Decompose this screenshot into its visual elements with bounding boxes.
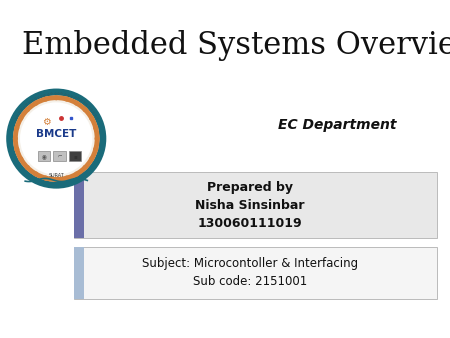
Circle shape — [14, 125, 19, 130]
Circle shape — [74, 101, 79, 106]
Circle shape — [43, 97, 48, 102]
Circle shape — [15, 98, 97, 179]
Text: SURAT: SURAT — [49, 173, 64, 178]
Circle shape — [13, 136, 18, 141]
Text: EC Department: EC Department — [278, 118, 397, 132]
Circle shape — [64, 175, 69, 180]
Text: ⚙: ⚙ — [43, 117, 51, 127]
Text: ▪: ▪ — [73, 154, 77, 159]
Text: ◉: ◉ — [41, 154, 46, 159]
Text: Embedded Systems Overview: Embedded Systems Overview — [22, 30, 450, 62]
Circle shape — [33, 171, 38, 176]
Bar — [74, 172, 436, 238]
Circle shape — [64, 97, 69, 102]
Circle shape — [89, 156, 94, 162]
Circle shape — [89, 116, 94, 121]
Circle shape — [82, 165, 88, 170]
Text: Prepared by
Nisha Sinsinbar
130060111019: Prepared by Nisha Sinsinbar 130060111019 — [195, 181, 305, 230]
Text: BMCET: BMCET — [36, 129, 76, 140]
Circle shape — [94, 136, 100, 141]
Text: ⌐: ⌐ — [57, 154, 62, 159]
Circle shape — [33, 101, 38, 106]
Bar — [74, 247, 436, 299]
Bar — [74, 247, 84, 299]
Circle shape — [20, 102, 93, 175]
Circle shape — [82, 107, 88, 112]
Circle shape — [54, 95, 59, 100]
Text: Subject: Microcontoller & Interfacing
Sub code: 2151001: Subject: Microcontoller & Interfacing Su… — [142, 258, 358, 288]
Circle shape — [93, 147, 99, 152]
Circle shape — [93, 125, 99, 130]
Circle shape — [18, 156, 23, 162]
Circle shape — [54, 177, 59, 182]
Bar — [38, 151, 50, 161]
Bar — [69, 151, 81, 161]
Circle shape — [18, 116, 23, 121]
Bar — [74, 172, 84, 238]
Circle shape — [74, 171, 79, 176]
Circle shape — [25, 107, 30, 112]
Circle shape — [43, 175, 48, 180]
Circle shape — [14, 147, 19, 152]
Bar — [53, 151, 66, 161]
Circle shape — [25, 165, 30, 170]
